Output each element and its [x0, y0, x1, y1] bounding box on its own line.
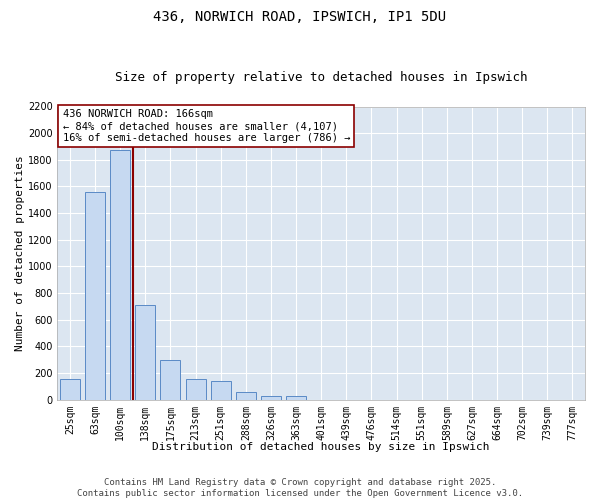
Bar — [60, 379, 80, 400]
Bar — [236, 392, 256, 400]
Bar — [211, 381, 231, 400]
Bar — [110, 150, 130, 400]
Bar — [135, 305, 155, 400]
Text: 436 NORWICH ROAD: 166sqm
← 84% of detached houses are smaller (4,107)
16% of sem: 436 NORWICH ROAD: 166sqm ← 84% of detach… — [62, 110, 350, 142]
Y-axis label: Number of detached properties: Number of detached properties — [15, 155, 25, 351]
Bar — [185, 379, 206, 400]
Bar — [160, 360, 181, 400]
Text: 436, NORWICH ROAD, IPSWICH, IP1 5DU: 436, NORWICH ROAD, IPSWICH, IP1 5DU — [154, 10, 446, 24]
X-axis label: Distribution of detached houses by size in Ipswich: Distribution of detached houses by size … — [152, 442, 490, 452]
Bar — [286, 396, 306, 400]
Title: Size of property relative to detached houses in Ipswich: Size of property relative to detached ho… — [115, 72, 527, 85]
Bar — [85, 192, 105, 400]
Text: Contains HM Land Registry data © Crown copyright and database right 2025.
Contai: Contains HM Land Registry data © Crown c… — [77, 478, 523, 498]
Bar — [261, 396, 281, 400]
